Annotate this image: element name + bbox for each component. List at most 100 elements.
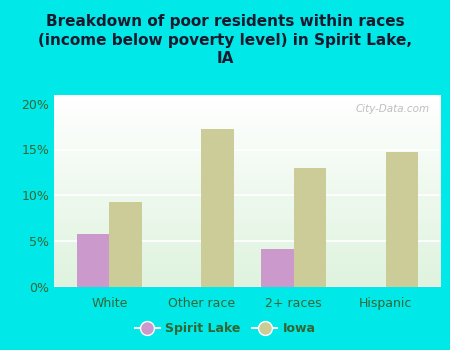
Bar bbox=[54, 177, 441, 179]
Bar bbox=[54, 218, 441, 220]
Bar bbox=[54, 125, 441, 127]
Bar bbox=[54, 185, 441, 187]
Bar bbox=[109, 202, 142, 287]
Bar bbox=[54, 108, 441, 110]
Bar bbox=[54, 223, 441, 225]
Bar bbox=[54, 237, 441, 239]
Bar bbox=[54, 279, 441, 281]
Bar bbox=[77, 234, 109, 287]
Bar bbox=[54, 127, 441, 129]
Bar bbox=[293, 168, 326, 287]
Bar bbox=[54, 94, 441, 97]
Bar bbox=[54, 191, 441, 192]
Bar bbox=[54, 212, 441, 214]
Bar bbox=[54, 147, 441, 148]
Bar bbox=[54, 137, 441, 139]
Bar bbox=[54, 112, 441, 114]
Bar bbox=[54, 135, 441, 137]
Bar bbox=[54, 241, 441, 243]
Bar bbox=[54, 198, 441, 200]
Legend: Spirit Lake, Iowa: Spirit Lake, Iowa bbox=[130, 317, 320, 340]
Bar bbox=[54, 164, 441, 166]
Bar bbox=[54, 256, 441, 258]
Text: Breakdown of poor residents within races
(income below poverty level) in Spirit : Breakdown of poor residents within races… bbox=[38, 14, 412, 66]
Bar bbox=[54, 216, 441, 218]
Bar bbox=[54, 175, 441, 177]
Bar bbox=[202, 130, 234, 287]
Bar bbox=[54, 248, 441, 251]
Bar bbox=[54, 274, 441, 275]
Bar bbox=[54, 104, 441, 106]
Bar bbox=[54, 208, 441, 210]
Bar bbox=[54, 202, 441, 204]
Bar bbox=[386, 152, 418, 287]
Bar bbox=[54, 145, 441, 147]
Bar bbox=[54, 258, 441, 260]
Bar bbox=[54, 120, 441, 121]
Bar bbox=[54, 143, 441, 145]
Bar bbox=[54, 195, 441, 197]
Bar bbox=[54, 158, 441, 160]
Bar bbox=[54, 168, 441, 170]
Bar bbox=[261, 250, 293, 287]
Bar bbox=[54, 102, 441, 104]
Bar bbox=[54, 254, 441, 256]
Text: City-Data.com: City-Data.com bbox=[355, 104, 429, 114]
Bar bbox=[54, 150, 441, 152]
Bar bbox=[54, 179, 441, 181]
Bar bbox=[54, 156, 441, 158]
Bar bbox=[54, 187, 441, 189]
Bar bbox=[54, 262, 441, 264]
Bar bbox=[54, 121, 441, 124]
Bar bbox=[54, 166, 441, 168]
Bar bbox=[54, 275, 441, 277]
Bar bbox=[54, 162, 441, 164]
Bar bbox=[54, 193, 441, 195]
Bar bbox=[54, 243, 441, 245]
Bar bbox=[54, 222, 441, 223]
Bar bbox=[54, 170, 441, 172]
Bar bbox=[54, 245, 441, 247]
Bar bbox=[54, 100, 441, 102]
Bar bbox=[54, 283, 441, 285]
Bar bbox=[54, 285, 441, 287]
Bar bbox=[54, 197, 441, 198]
Bar bbox=[54, 210, 441, 212]
Bar bbox=[54, 114, 441, 116]
Bar bbox=[54, 225, 441, 228]
Bar bbox=[54, 251, 441, 252]
Bar bbox=[54, 139, 441, 141]
Bar bbox=[54, 189, 441, 191]
Bar bbox=[54, 235, 441, 237]
Bar bbox=[54, 172, 441, 174]
Bar bbox=[54, 229, 441, 231]
Bar bbox=[54, 174, 441, 175]
Bar bbox=[54, 154, 441, 156]
Bar bbox=[54, 200, 441, 202]
Bar bbox=[54, 106, 441, 108]
Bar bbox=[54, 228, 441, 229]
Bar bbox=[54, 152, 441, 154]
Bar bbox=[54, 239, 441, 241]
Bar bbox=[54, 214, 441, 216]
Bar bbox=[54, 231, 441, 233]
Bar bbox=[54, 148, 441, 150]
Bar bbox=[54, 183, 441, 185]
Bar bbox=[54, 246, 441, 248]
Bar bbox=[54, 131, 441, 133]
Bar bbox=[54, 277, 441, 279]
Bar bbox=[54, 133, 441, 135]
Bar bbox=[54, 281, 441, 283]
Bar bbox=[54, 206, 441, 208]
Bar bbox=[54, 233, 441, 235]
Bar bbox=[54, 266, 441, 268]
Bar bbox=[54, 270, 441, 272]
Bar bbox=[54, 264, 441, 266]
Bar bbox=[54, 268, 441, 270]
Bar bbox=[54, 118, 441, 120]
Bar bbox=[54, 272, 441, 274]
Bar bbox=[54, 260, 441, 262]
Bar bbox=[54, 129, 441, 131]
Bar bbox=[54, 124, 441, 125]
Bar bbox=[54, 98, 441, 100]
